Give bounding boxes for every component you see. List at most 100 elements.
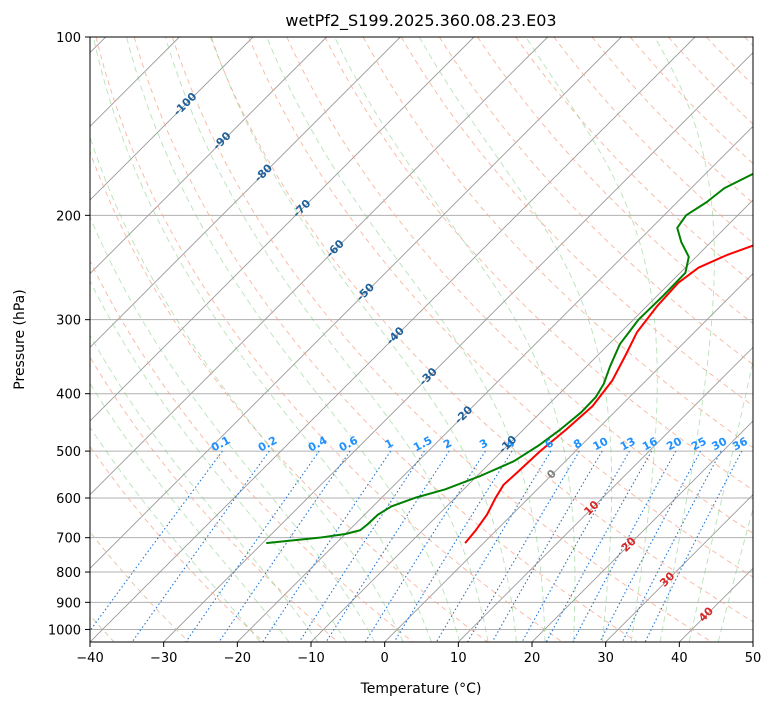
isotherm-label: -70: [290, 197, 313, 220]
y-tick-label: 600: [56, 492, 81, 507]
x-tick-label: −40: [76, 651, 103, 666]
isotherm-50: [752, 641, 753, 642]
moist-adiabat: [418, 37, 613, 642]
mixing-ratio-line: [491, 450, 603, 642]
isotherm-label: -60: [324, 237, 347, 260]
isotherm-label: -90: [210, 129, 233, 152]
moist-adiabat: [90, 334, 319, 642]
mixing-ratio-line: [599, 450, 702, 642]
isotherm-label: 0: [544, 467, 559, 482]
dry-adiabat: [90, 531, 190, 642]
moist-adiabat: [126, 37, 461, 642]
moist-adiabat: [334, 37, 576, 642]
mixing-ratio-line: [90, 450, 223, 632]
dry-adiabat: [90, 356, 339, 642]
mixing-ratio-label: 1: [383, 436, 396, 451]
moist-adiabat: [654, 37, 715, 642]
isotherm-label: -30: [417, 365, 440, 388]
mixing-ratio-label: 2: [441, 436, 454, 451]
dry-adiabat: [90, 150, 488, 642]
isotherm--40: [90, 37, 696, 642]
mixing-ratio-label: 30: [710, 435, 730, 454]
dewpoint-trace: [266, 172, 753, 545]
mixing-ratio-label: 16: [640, 435, 660, 454]
dry-adiabat: [90, 259, 414, 642]
x-tick-label: 40: [671, 651, 688, 666]
mixing-ratio-label: 36: [730, 435, 750, 454]
moist-adiabat: [92, 37, 432, 642]
mixing-ratio-line: [621, 450, 722, 642]
x-tick-label: −20: [224, 651, 251, 666]
moist-adiabat: [717, 507, 753, 642]
dry-adiabat: [515, 37, 753, 284]
mixing-ratio-line: [545, 450, 653, 642]
moist-adiabat: [90, 382, 290, 642]
isotherm-label: 40: [696, 604, 716, 624]
y-tick-label: 1000: [48, 623, 81, 638]
isotherm-label: -40: [384, 324, 407, 347]
isotherm--90: [90, 37, 327, 275]
x-tick-label: −10: [297, 651, 324, 666]
isotherm--60: [90, 37, 548, 496]
mixing-ratio-label: 25: [689, 435, 709, 454]
isotherm--80: [90, 37, 401, 348]
temperature-trace: [464, 244, 753, 544]
isotherm--100: [90, 37, 254, 201]
x-tick-label: 20: [524, 651, 541, 666]
mixing-ratio-line: [393, 450, 513, 642]
dry-adiabat: [362, 37, 753, 449]
isotherm-10: [458, 346, 753, 642]
dry-adiabat: [95, 37, 563, 642]
isotherm-label: 10: [581, 498, 601, 518]
y-axis-title: Pressure (hPa): [12, 289, 28, 389]
y-tick-label: 700: [56, 532, 81, 547]
isotherm-20: [531, 420, 753, 642]
moist-adiabat: [210, 37, 517, 642]
y-tick-label: 100: [56, 31, 81, 46]
y-tick-label: 300: [56, 314, 81, 329]
isotherm--50: [90, 37, 622, 569]
dry-adiabat: [591, 37, 753, 204]
isotherm-label: -80: [252, 161, 275, 184]
mixing-ratio-line: [131, 450, 270, 642]
isotherm--10: [310, 199, 753, 642]
mixing-ratio-label: 3: [477, 436, 490, 451]
plot-frame: [89, 36, 754, 643]
moist-adiabat: [266, 37, 546, 642]
moist-adiabat: [688, 359, 753, 642]
isotherm--70: [90, 37, 475, 422]
x-tick-label: −30: [150, 651, 177, 666]
dry-adiabat: [744, 37, 753, 47]
mixing-ratio-line: [218, 450, 351, 642]
dry-adiabat: [171, 37, 712, 642]
isotherm-40: [679, 567, 753, 642]
x-tick-label: 50: [745, 651, 762, 666]
isotherm-30: [605, 494, 753, 642]
moist-adiabat: [525, 37, 658, 642]
mixing-ratio-label: 13: [618, 435, 638, 454]
isotherm--30: [163, 52, 753, 642]
isotherm-0: [384, 273, 753, 642]
y-tick-label: 500: [56, 445, 81, 460]
dry-adiabat: [90, 445, 264, 642]
mixing-ratio-line: [644, 450, 743, 642]
dry-adiabat: [210, 37, 753, 623]
mixing-ratio-line: [325, 450, 450, 642]
axes: −40 −30 −20 −10 0 10 20 30 40 5010020030040050060…: [48, 31, 761, 666]
dry-adiabat: [668, 37, 753, 125]
moist-adiabat: [90, 135, 404, 642]
dry-adiabat: [629, 37, 753, 165]
plot-labels: 0.1 0.2 0.4 0.6 1 1.5 2 3 4 6 8 10 13 16 20 25 30 36-100-…: [171, 90, 750, 625]
isotherm-label: -100: [171, 90, 200, 119]
isotherm-label: -20: [452, 403, 475, 426]
moist-adiabat: [164, 37, 489, 642]
x-tick-label: 30: [597, 651, 614, 666]
mixing-ratio-label: 20: [664, 434, 684, 453]
y-tick-label: 200: [56, 209, 81, 224]
mixing-ratio-line: [521, 450, 630, 642]
moist-adiabat: [90, 215, 376, 642]
mixing-ratio-line: [185, 450, 320, 642]
x-axis-title: Temperature (°C): [360, 681, 482, 697]
mixing-ratio-line: [262, 450, 392, 642]
